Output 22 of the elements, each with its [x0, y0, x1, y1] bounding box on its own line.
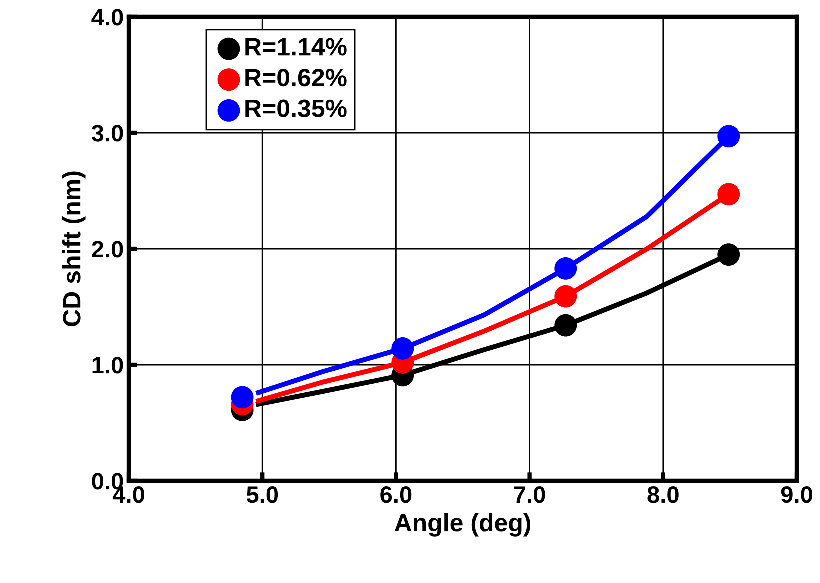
legend-label: R=1.14%: [246, 38, 347, 56]
point: [554, 285, 578, 308]
point: [554, 314, 578, 337]
legend-label: R=0.62%: [246, 68, 347, 87]
legend-label: R=0.35%: [246, 100, 347, 118]
point: [554, 258, 578, 280]
point: [718, 183, 740, 206]
y-tick-label: 1.0: [92, 357, 124, 374]
x-axis-title: Angle (deg): [394, 513, 531, 537]
x-tick-label: 5.0: [246, 486, 278, 504]
point: [718, 244, 740, 266]
y-tick-label: 4.0: [92, 9, 124, 26]
point: [718, 125, 740, 148]
x-tick-label: 8.0: [648, 486, 679, 504]
x-tick-label: 7.0: [514, 486, 546, 504]
x-tick-label: 9.0: [781, 486, 812, 504]
point: [392, 338, 414, 360]
point: [231, 386, 254, 409]
y-axis-title: CD shift (nm): [62, 172, 86, 326]
y-tick-label: 2.0: [92, 241, 124, 258]
x-tick-label: 6.0: [380, 486, 412, 504]
y-tick-label: 3.0: [92, 125, 124, 142]
